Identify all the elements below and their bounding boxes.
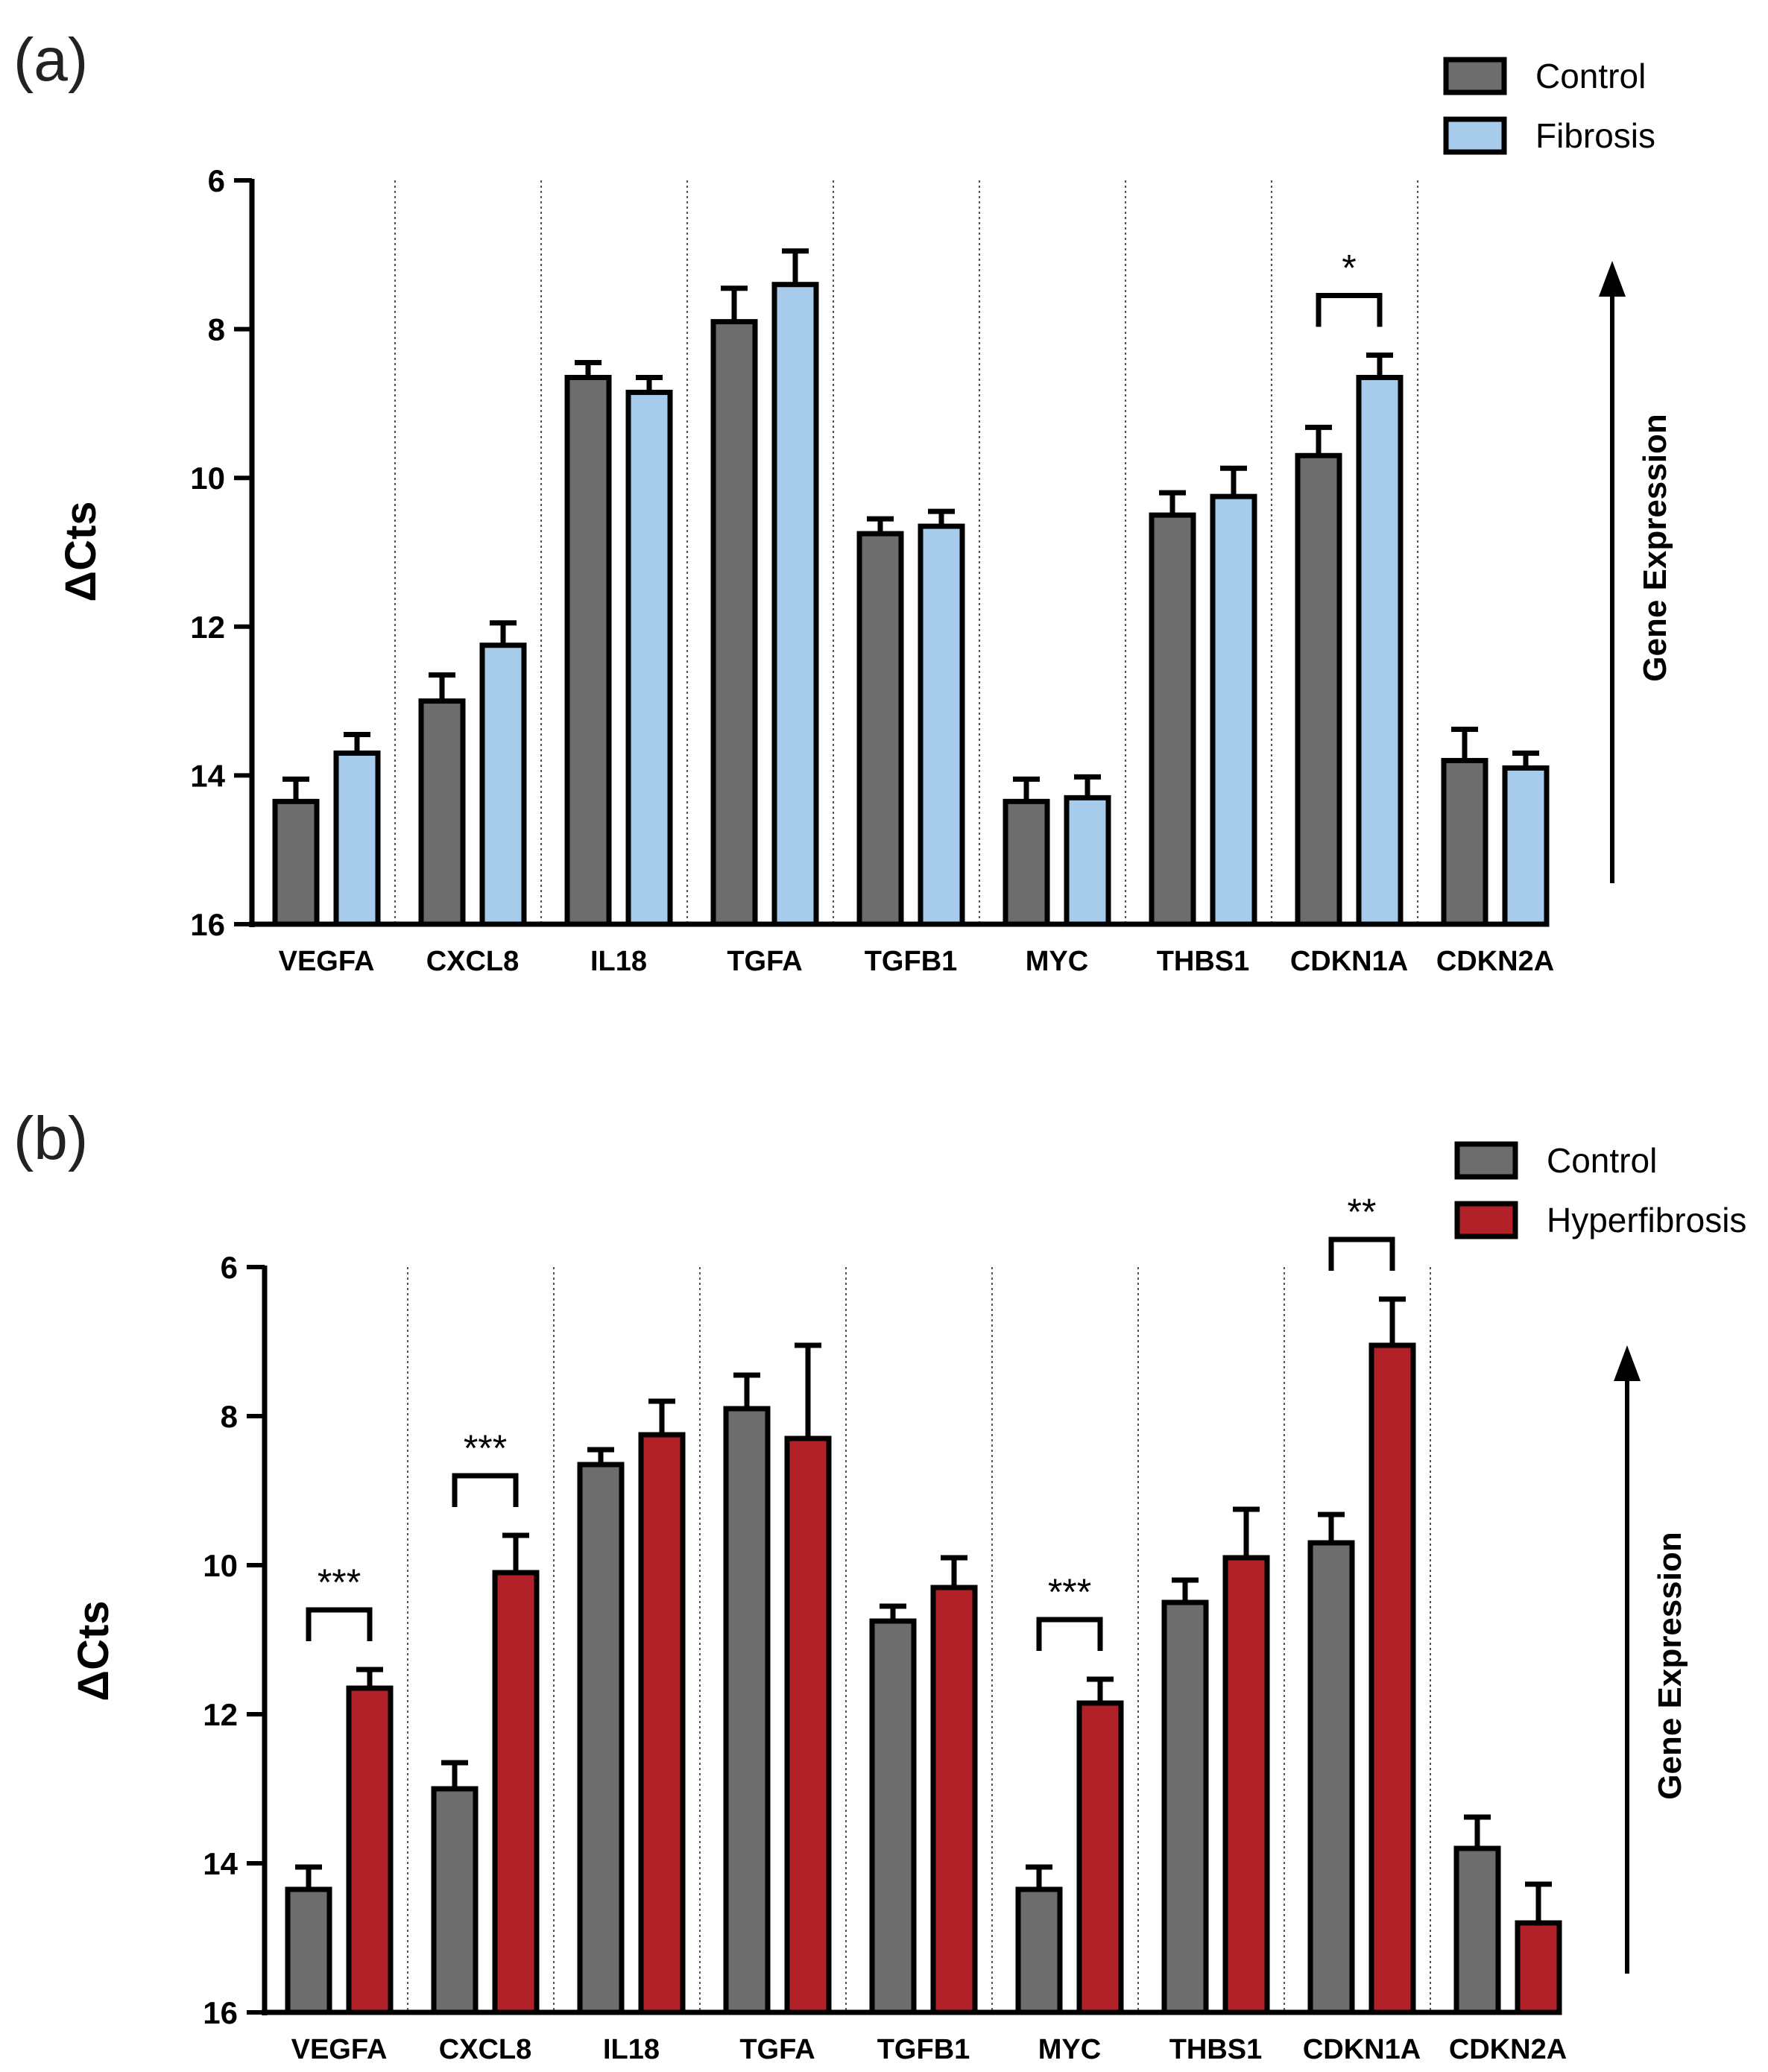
category-label: VEGFA [279,946,375,977]
category-label: CDKN1A [1290,946,1408,977]
category-label: CXCL8 [426,946,520,977]
bar-hyperfibrosis-il18 [638,1432,686,2015]
category-label: CXCL8 [439,2034,532,2065]
gene-expression-label: Gene Expression [1637,414,1673,681]
bar-control-vegfa [285,1886,332,2015]
category-label: MYC [1026,946,1088,977]
bar-control-vegfa [272,798,320,927]
bar-hyperfibrosis-tgfa [784,1435,832,2015]
bar-control-thbs1 [1161,1599,1209,2015]
category-label: MYC [1038,2034,1101,2065]
bar-control-cdkn1a [1295,452,1342,927]
bar-control-cdkn2a [1453,1845,1501,2015]
y-tick-label: 8 [208,312,225,347]
bar-control-cdkn2a [1441,757,1488,927]
category-label: TGFB1 [865,946,958,977]
panel-label: (b) [13,1105,88,1172]
significance-label: * [1342,247,1356,289]
legend-label-hyperfibrosis: Hyperfibrosis [1547,1201,1746,1239]
bar-hyperfibrosis-vegfa [346,1685,394,2015]
bar-fibrosis-vegfa [333,750,381,927]
category-label: THBS1 [1169,2034,1263,2065]
category-label: VEGFA [291,2034,388,2065]
y-axis-label: ΔCts [69,1600,118,1701]
bar-control-cdkn1a [1307,1540,1355,2015]
legend-label-control: Control [1535,57,1646,95]
bar-control-tgfb1 [856,531,904,927]
panel-label: (a) [13,26,88,94]
category-label: TGFA [727,946,802,977]
arrow-head-icon [1599,261,1626,297]
category-label: THBS1 [1157,946,1250,977]
bar-fibrosis-cdkn2a [1502,765,1550,927]
legend-label-fibrosis: Fibrosis [1535,116,1655,155]
category-label: TGFB1 [877,2034,970,2065]
bar-hyperfibrosis-thbs1 [1222,1555,1270,2015]
bar-control-tgfa [723,1406,771,2015]
bar-control-cxcl8 [418,698,466,927]
y-tick-label: 8 [221,1399,238,1434]
bar-control-myc [1015,1886,1063,2015]
chart-panel-a: (a) VEGFA CXCL8 IL18 TGFA TGFB1 MYC THBS1 CDKN1A… [13,26,1673,977]
significance-label: *** [318,1561,361,1603]
significance-bracket [306,1607,373,1641]
legend-label-control: Control [1547,1141,1657,1180]
y-tick-label: 10 [190,461,225,496]
bar-fibrosis-myc [1064,795,1111,927]
category-label: CDKN2A [1436,946,1554,977]
y-tick-label: 16 [190,907,225,942]
category-label: IL18 [603,2034,660,2065]
legend-swatch-control [1454,1141,1518,1180]
bar-fibrosis-cxcl8 [479,642,527,927]
bar-fibrosis-tgfa [771,282,819,927]
bar-fibrosis-cdkn1a [1356,374,1404,927]
bar-fibrosis-il18 [625,389,673,927]
bar-control-tgfb1 [869,1618,917,2015]
bar-control-myc [1003,798,1050,927]
category-label: CDKN2A [1449,2034,1567,2065]
legend-swatch-hyperfibrosis [1454,1201,1518,1239]
category-label: TGFA [739,2034,815,2065]
bar-control-tgfa [710,319,758,927]
bar-hyperfibrosis-tgfb1 [930,1585,978,2015]
category-label: IL18 [590,946,647,977]
significance-bracket [1036,1617,1103,1651]
y-tick-label: 16 [203,1995,238,2030]
y-tick-label: 12 [190,610,225,645]
bar-control-thbs1 [1149,512,1196,927]
bar-fibrosis-thbs1 [1210,493,1257,927]
bar-fibrosis-tgfb1 [918,523,965,927]
significance-label: *** [1048,1571,1091,1613]
chart-panel-b: (b) VEGFA CXCL8 IL18 TGFA TGFB1 MYC THBS1 CDKN1A… [13,1105,1746,2065]
legend-swatch-fibrosis [1443,116,1507,155]
bar-hyperfibrosis-cxcl8 [492,1570,540,2015]
y-tick-label: 12 [203,1697,238,1732]
bar-control-il18 [577,1462,625,2015]
y-tick-label: 14 [203,1846,238,1881]
significance-label: *** [464,1427,507,1469]
significance-label: ** [1348,1191,1377,1233]
bar-control-cxcl8 [431,1786,479,2015]
category-label: CDKN1A [1303,2034,1421,2065]
bar-hyperfibrosis-cdkn1a [1368,1342,1416,2015]
significance-bracket [1316,293,1383,327]
bar-hyperfibrosis-myc [1076,1700,1124,2015]
y-tick-label: 6 [208,163,225,198]
bar-hyperfibrosis-cdkn2a [1515,1920,1562,2015]
y-tick-label: 10 [203,1548,238,1583]
bar-control-il18 [564,374,612,927]
legend-swatch-control [1443,57,1507,95]
arrow-head-icon [1614,1345,1641,1381]
y-tick-label: 14 [190,758,225,793]
gene-expression-label: Gene Expression [1652,1532,1688,1799]
y-tick-label: 6 [221,1250,238,1285]
significance-bracket [452,1473,519,1507]
significance-bracket [1328,1236,1395,1271]
y-axis-label: ΔCts [57,501,105,601]
